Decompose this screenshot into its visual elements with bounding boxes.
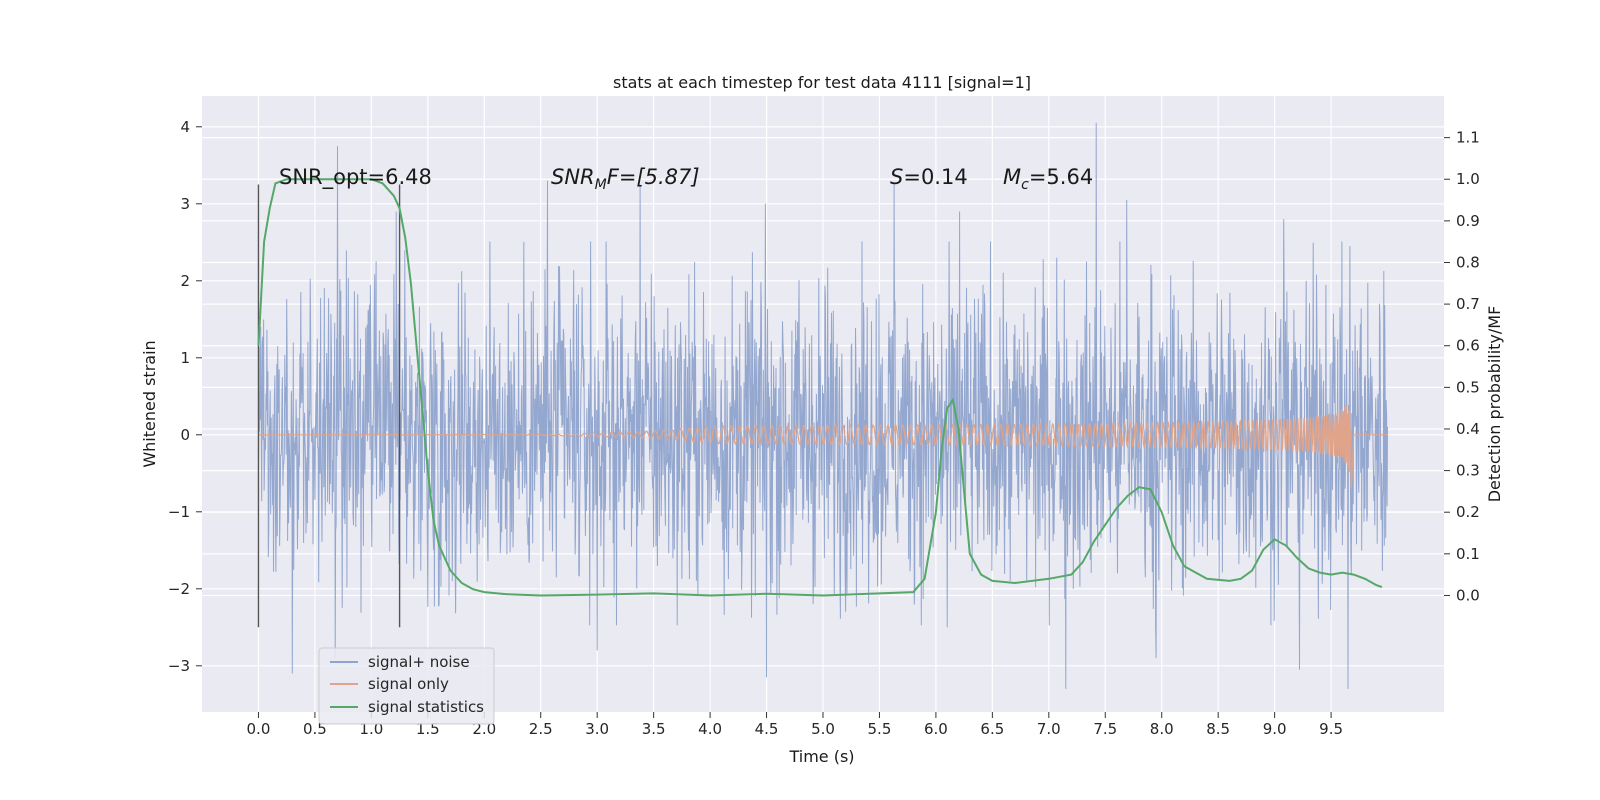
y-right-tick-label: 0.2 [1456,503,1480,521]
vertical-markers [257,184,401,628]
y-axis-label: Whitened strain [140,340,159,467]
x-tick-label: 0.5 [303,720,327,738]
y-right-tick-label: 0.4 [1456,420,1480,438]
mc-symbol: M [1003,165,1021,189]
x-tick-label: 5.5 [868,720,892,738]
y-tick-label: 0 [180,426,190,444]
x-tick-label: 2.5 [529,720,553,738]
x-tick-label: 8.5 [1206,720,1230,738]
signal-only-series [258,405,1388,488]
y-tick-label: 2 [180,272,190,290]
y-tick-label: 1 [180,349,190,367]
legend-label-signal-statistics: signal statistics [368,698,484,716]
x-tick-label: 9.0 [1263,720,1287,738]
y-tick-label: 3 [180,195,190,213]
annotation-s: S=0.14 [890,165,968,189]
legend: signal+ noise signal only signal statist… [318,647,495,725]
y-right-tick-label: 0.7 [1456,295,1480,313]
s-value: =0.14 [903,165,967,189]
x-tick-label: 4.0 [698,720,722,738]
annotation-snr-mf: SNRMF=[5.87] [551,165,700,193]
signal-statistics-line [257,178,1383,597]
mc-value: =5.64 [1029,165,1093,189]
snr-mf-value: F=[5.87] [607,165,700,189]
snr-mf-symbol: SNR [551,165,595,189]
x-tick-label: 6.5 [980,720,1004,738]
y-right-tick-label: 0.6 [1456,337,1480,355]
y-right-tick-label: 0.3 [1456,462,1480,480]
x-tick-label: 3.5 [642,720,666,738]
y-right-tick-label: 1.1 [1456,129,1480,147]
chart-title: stats at each timestep for test data 411… [613,73,1031,92]
y-right-tick-label: 0.9 [1456,212,1480,230]
y-right-tick-label: 1.0 [1456,170,1480,188]
x-tick-label: 4.5 [755,720,779,738]
mc-subscript: c [1021,177,1029,193]
y-right-tick-label: 0.8 [1456,253,1480,271]
y-right-tick-label: 0.0 [1456,586,1480,604]
legend-box [318,647,495,725]
x-tick-label: 8.0 [1150,720,1174,738]
s-symbol: S [890,165,903,189]
signal-statistics-series [257,178,1383,597]
annotation-snr-opt: SNR_opt=6.48 [279,165,432,190]
y-right-axis-label: Detection probability/MF [1485,306,1504,503]
x-tick-label: 5.0 [811,720,835,738]
x-axis-label: Time (s) [788,747,854,766]
x-tick-label: 6.0 [924,720,948,738]
x-tick-label: 3.0 [585,720,609,738]
x-tick-label: 0.0 [247,720,271,738]
snr-mf-subscript: M [595,177,607,193]
x-tick-label: 7.0 [1037,720,1061,738]
signal-only-line [258,405,1388,488]
y-tick-label: 4 [180,118,190,136]
y-tick-label: −1 [168,503,190,521]
legend-label-signal-plus-noise: signal+ noise [368,653,470,671]
y-tick-label: −2 [168,580,190,598]
y-right-tick-label: 0.5 [1456,378,1480,396]
y-tick-label: −3 [168,657,190,675]
x-tick-label: 7.5 [1093,720,1117,738]
y-right-tick-label: 0.1 [1456,545,1480,563]
annotation-mc: Mc=5.64 [1003,165,1093,193]
legend-label-signal-only: signal only [368,675,449,693]
x-tick-label: 9.5 [1319,720,1343,738]
